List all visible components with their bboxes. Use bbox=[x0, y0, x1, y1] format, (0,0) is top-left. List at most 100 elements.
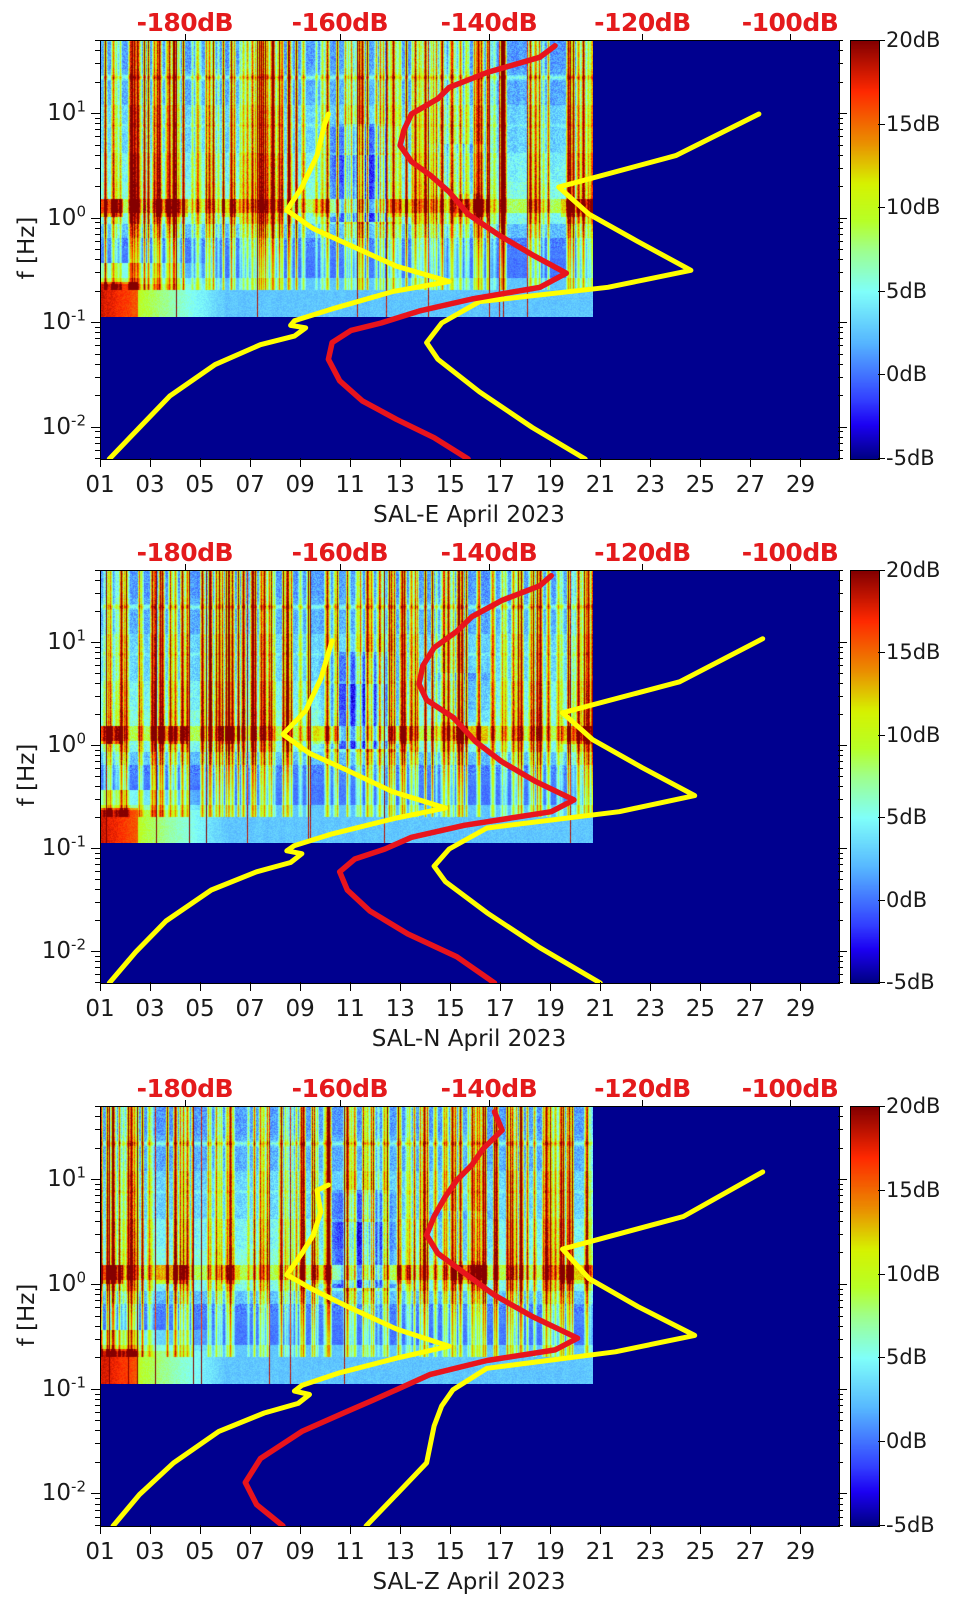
y-minor-tick-right bbox=[838, 1393, 843, 1395]
top-db-tick-label: -120dB bbox=[594, 538, 691, 567]
x-tick-mark bbox=[100, 1525, 101, 1534]
y-minor-tick-right bbox=[838, 1184, 843, 1185]
x-tick-mark bbox=[700, 458, 702, 467]
y-minor-tick-right bbox=[838, 1498, 843, 1500]
x-tick-mark bbox=[800, 982, 802, 991]
y-minor-tick bbox=[95, 1202, 100, 1204]
x-tick-label: 01 bbox=[85, 1539, 115, 1565]
y-minor-tick-right bbox=[838, 123, 843, 125]
y-minor-tick bbox=[95, 345, 100, 347]
y-minor-tick bbox=[95, 1430, 100, 1432]
x-tick-label: 17 bbox=[485, 996, 515, 1022]
y-minor-tick bbox=[95, 857, 100, 859]
y-tick-exponent: 1 bbox=[76, 97, 86, 116]
y-tick-mantissa: 10 bbox=[47, 1270, 77, 1297]
y-minor-tick-right bbox=[838, 113, 847, 115]
y-minor-tick-right bbox=[838, 167, 843, 169]
x-tick-mark bbox=[450, 982, 452, 991]
colorbar-tick-label: 0dB bbox=[886, 887, 928, 912]
y-minor-tick-right bbox=[838, 754, 843, 756]
x-tick-label: 15 bbox=[435, 996, 465, 1022]
top-db-tick-mark bbox=[184, 564, 186, 572]
y-tick-exponent: 1 bbox=[76, 1163, 86, 1182]
y-tick-mantissa: 10 bbox=[41, 413, 72, 440]
y-minor-tick-right bbox=[838, 249, 843, 250]
x-tick-label: 25 bbox=[685, 1539, 716, 1565]
spectrogram-plot-area-sal-z[interactable] bbox=[100, 1106, 840, 1527]
y-tick-mantissa: 10 bbox=[41, 1480, 72, 1507]
x-tick-label: 05 bbox=[185, 472, 215, 498]
spectrogram-plot-area-sal-n[interactable] bbox=[100, 570, 840, 984]
y-minor-tick-right bbox=[838, 1307, 843, 1309]
y-minor-tick bbox=[95, 973, 100, 975]
y-minor-tick-right bbox=[838, 610, 843, 612]
y-tick-mark bbox=[91, 113, 100, 115]
y-minor-tick-right bbox=[838, 458, 843, 459]
y-minor-tick-right bbox=[838, 1300, 843, 1302]
x-tick-label: 25 bbox=[685, 996, 716, 1022]
x-tick-mark bbox=[300, 1525, 302, 1534]
y-tick-mantissa: 10 bbox=[47, 1166, 77, 1193]
x-tick-mark bbox=[400, 458, 402, 467]
x-tick-mark bbox=[300, 458, 302, 467]
x-tick-label: 03 bbox=[135, 472, 165, 498]
y-tick-label: 100 bbox=[47, 203, 86, 230]
y-tick-mark bbox=[91, 217, 100, 219]
x-tick-label: 11 bbox=[335, 996, 365, 1022]
colorbar-tick-label: -5dB bbox=[886, 970, 935, 994]
y-minor-tick bbox=[95, 136, 100, 138]
y-minor-tick bbox=[95, 436, 100, 438]
top-db-tick-label: -180dB bbox=[136, 538, 234, 567]
y-axis-title: f [Hz] bbox=[14, 743, 40, 807]
spectrogram-plot-area-sal-e[interactable] bbox=[100, 40, 840, 460]
colorbar-tick-mark bbox=[878, 1525, 885, 1526]
colorbar-tick-label: 15dB bbox=[886, 111, 941, 136]
y-minor-tick-right bbox=[838, 785, 843, 787]
y-minor-tick-right bbox=[838, 1388, 847, 1390]
y-minor-tick-right bbox=[838, 1398, 843, 1400]
y-tick-exponent: -2 bbox=[71, 410, 86, 429]
y-minor-tick-right bbox=[838, 798, 843, 800]
y-minor-tick bbox=[95, 1498, 100, 1500]
colorbar-tick-label: 5dB bbox=[886, 1345, 928, 1370]
y-minor-tick-right bbox=[838, 888, 843, 890]
y-minor-tick bbox=[95, 186, 100, 188]
y-minor-tick bbox=[95, 395, 100, 397]
x-tick-label: 15 bbox=[435, 472, 465, 498]
colorbar-tick-mark bbox=[878, 290, 885, 292]
top-db-tick-label: -160dB bbox=[291, 1074, 389, 1103]
y-minor-tick-right bbox=[838, 579, 843, 581]
colorbar-tick-mark bbox=[878, 40, 885, 41]
y-minor-tick-right bbox=[838, 1283, 847, 1285]
x-tick-mark bbox=[600, 1525, 602, 1534]
top-db-tick-label: -120dB bbox=[594, 1074, 691, 1103]
x-tick-mark bbox=[100, 982, 101, 991]
x-tick-label: 09 bbox=[285, 1539, 315, 1565]
y-minor-tick bbox=[95, 651, 100, 653]
y-tick-mark bbox=[91, 1179, 100, 1181]
top-db-tick-label: -120dB bbox=[594, 8, 691, 37]
panel-title-sal-z: SAL-Z April 2023 bbox=[372, 1569, 566, 1595]
y-minor-tick-right bbox=[838, 1404, 843, 1406]
y-minor-tick-right bbox=[838, 1325, 843, 1327]
colorbar-tick-label: 10dB bbox=[886, 1261, 941, 1286]
y-minor-tick-right bbox=[838, 901, 843, 903]
colorbar-tick-label: 15dB bbox=[886, 640, 941, 665]
y-tick-mantissa: 10 bbox=[47, 100, 77, 127]
y-minor-tick-right bbox=[838, 1338, 843, 1340]
top-db-tick-label: -100dB bbox=[741, 1074, 839, 1103]
x-tick-label: 29 bbox=[785, 472, 816, 498]
y-tick-mark bbox=[91, 1388, 100, 1390]
y-minor-tick bbox=[95, 767, 100, 769]
y-minor-tick-right bbox=[838, 345, 843, 347]
x-tick-mark bbox=[300, 982, 302, 991]
y-minor-tick bbox=[95, 227, 100, 229]
y-minor-tick-right bbox=[838, 431, 843, 433]
x-tick-label: 19 bbox=[535, 996, 565, 1022]
colorbar-tick-label: 10dB bbox=[886, 722, 941, 747]
x-tick-mark bbox=[800, 458, 802, 467]
y-minor-tick bbox=[95, 592, 100, 594]
x-tick-mark bbox=[750, 458, 752, 467]
y-tick-exponent: -1 bbox=[71, 832, 86, 851]
y-minor-tick bbox=[95, 695, 100, 697]
